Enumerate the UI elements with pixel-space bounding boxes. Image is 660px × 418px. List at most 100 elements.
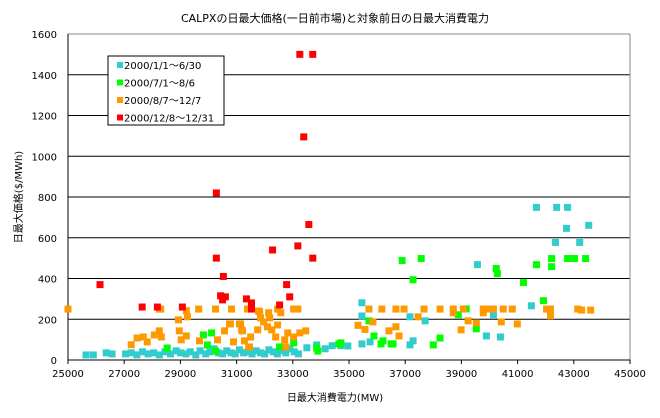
data-point — [203, 341, 211, 349]
data-point — [305, 221, 313, 229]
data-point — [436, 334, 444, 342]
data-point — [296, 50, 304, 58]
data-point — [546, 305, 554, 313]
data-point — [144, 350, 152, 358]
data-point — [489, 305, 497, 313]
data-point — [155, 351, 163, 359]
x-tick-label: 45000 — [614, 369, 646, 380]
data-point — [459, 305, 467, 313]
data-point — [473, 261, 481, 269]
data-point — [254, 326, 262, 334]
legend-box — [107, 55, 225, 126]
data-point — [302, 327, 310, 335]
data-point — [244, 305, 252, 313]
y-tick-label: 200 — [38, 315, 57, 326]
data-point — [482, 332, 490, 340]
data-point — [585, 221, 593, 229]
data-point — [286, 293, 294, 301]
data-point — [223, 347, 231, 355]
legend-marker — [117, 79, 123, 86]
x-tick-labels: 25000 27000 29000 31000 33000 35000 37000 39000… — [52, 369, 646, 380]
data-point — [256, 308, 264, 316]
data-point — [157, 333, 165, 341]
data-point — [309, 50, 317, 58]
series-3 — [96, 50, 317, 313]
data-point — [457, 326, 465, 334]
data-point — [248, 350, 256, 358]
x-tick-label: 43000 — [558, 369, 590, 380]
data-point — [370, 332, 378, 340]
data-point — [138, 303, 146, 311]
data-point — [227, 349, 235, 357]
data-point — [268, 326, 276, 334]
data-point — [429, 341, 437, 349]
data-point — [576, 238, 584, 246]
data-point — [314, 347, 322, 355]
data-point — [496, 333, 504, 341]
data-point — [417, 255, 425, 263]
data-point — [578, 306, 586, 314]
series-0 — [82, 203, 593, 359]
data-point — [155, 327, 163, 335]
data-point — [358, 340, 366, 348]
data-point — [294, 242, 302, 250]
data-point — [244, 348, 252, 356]
data-point — [552, 238, 560, 246]
data-point — [276, 343, 284, 351]
data-point — [274, 305, 282, 313]
data-point — [548, 263, 556, 271]
data-point — [489, 311, 497, 319]
x-tick-label: 31000 — [221, 369, 253, 380]
data-point — [303, 344, 311, 352]
data-point — [354, 321, 362, 329]
data-point — [472, 319, 480, 327]
x-tick-label: 35000 — [333, 369, 365, 380]
data-point — [235, 320, 243, 328]
y-tick-label: 600 — [38, 234, 57, 245]
data-point — [369, 318, 377, 326]
data-point — [574, 305, 582, 313]
data-point — [150, 349, 158, 357]
data-point — [420, 305, 428, 313]
data-point — [127, 349, 135, 357]
data-point — [398, 257, 406, 265]
data-point — [378, 305, 386, 313]
series-1 — [163, 255, 590, 355]
data-point — [406, 313, 414, 321]
x-tick-label: 27000 — [108, 369, 140, 380]
data-point — [290, 305, 298, 313]
data-point — [122, 350, 130, 358]
data-point — [196, 347, 204, 355]
legend-marker — [117, 62, 123, 68]
data-point — [150, 331, 158, 339]
data-point — [127, 341, 135, 349]
legend-label: 2000/1/1～6/30 — [124, 61, 201, 72]
data-point — [290, 348, 298, 356]
data-point — [212, 347, 220, 355]
data-point — [414, 313, 422, 321]
data-point — [240, 337, 248, 345]
x-axis-label: 日最大消費電力(MW) — [287, 391, 383, 404]
data-point — [177, 336, 185, 344]
data-point — [543, 305, 551, 313]
data-point — [153, 303, 161, 311]
data-point — [264, 323, 272, 331]
data-point — [479, 305, 487, 313]
data-point — [230, 338, 238, 346]
data-point — [228, 305, 236, 313]
data-point — [274, 321, 282, 329]
data-point — [219, 350, 227, 358]
legend-label: 2000/12/8～12/31 — [124, 114, 214, 125]
data-point — [133, 334, 141, 342]
data-point — [283, 281, 291, 289]
data-point — [472, 325, 480, 333]
data-point — [133, 351, 141, 359]
data-point — [392, 323, 400, 331]
data-point — [265, 346, 273, 354]
data-point — [256, 349, 264, 357]
data-point — [587, 306, 595, 314]
data-point — [278, 347, 286, 355]
data-point — [108, 350, 116, 358]
data-point — [247, 299, 255, 307]
